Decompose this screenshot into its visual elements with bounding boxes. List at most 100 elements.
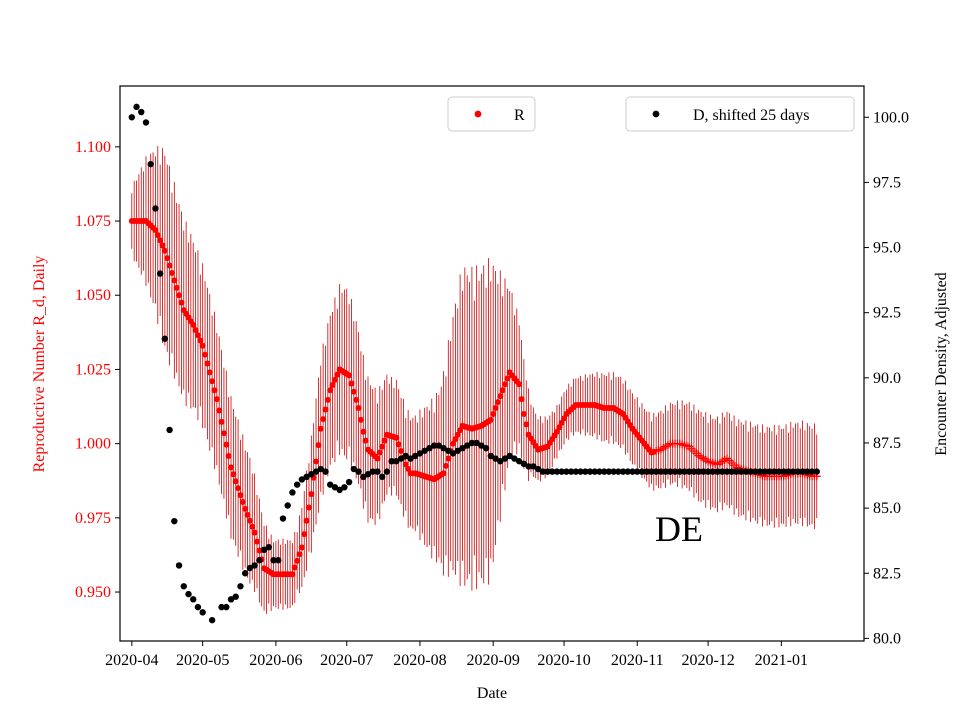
- r-point: [192, 327, 199, 334]
- r-point: [171, 277, 178, 284]
- r-point: [442, 462, 449, 469]
- r-point: [322, 406, 329, 413]
- d-point: [237, 583, 244, 590]
- legend-r-label: R: [514, 107, 525, 124]
- d-point: [515, 458, 523, 465]
- r-point: [518, 396, 525, 403]
- d-point: [251, 562, 258, 569]
- d-point: [322, 468, 329, 475]
- r-point: [395, 441, 402, 448]
- r-point: [350, 388, 357, 395]
- d-point: [430, 442, 438, 449]
- d-point: [478, 442, 485, 449]
- d-point: [789, 468, 797, 475]
- d-point: [208, 616, 216, 624]
- r-point: [157, 237, 164, 244]
- legend-r-marker: [474, 110, 482, 118]
- d-point: [393, 458, 400, 465]
- d-point: [260, 546, 268, 554]
- x-tick-label: 2020-12: [681, 652, 734, 669]
- d-point: [723, 468, 731, 475]
- y-right-tick-label: 92.5: [873, 305, 901, 322]
- d-point: [501, 455, 509, 462]
- y-right-tick-label: 95.0: [873, 240, 901, 257]
- x-tick-label: 2020-07: [320, 652, 373, 669]
- d-point: [175, 562, 183, 569]
- d-point: [766, 468, 773, 475]
- d-point: [180, 583, 187, 590]
- r-point: [497, 393, 504, 400]
- d-point: [194, 603, 202, 611]
- y-left-tick-label: 0.950: [75, 584, 111, 601]
- d-point: [747, 468, 754, 475]
- d-point: [775, 468, 783, 475]
- d-point: [619, 468, 627, 475]
- d-point: [341, 484, 348, 491]
- r-point: [331, 376, 338, 383]
- d-point: [667, 468, 674, 475]
- r-point: [296, 551, 303, 558]
- r-point: [362, 437, 369, 444]
- r-point: [494, 399, 501, 406]
- d-point: [275, 557, 282, 564]
- d-point: [468, 439, 476, 447]
- d-point: [364, 471, 372, 478]
- y-right-tick-label: 100.0: [873, 109, 909, 126]
- r-point: [176, 292, 183, 299]
- r-point: [313, 458, 320, 465]
- d-point: [808, 468, 816, 475]
- d-point: [223, 603, 230, 611]
- x-tick-label: 2020-10: [537, 652, 590, 669]
- legend-d: D, shifted 25 days: [625, 96, 855, 132]
- d-point: [563, 468, 570, 475]
- d-point: [256, 557, 263, 564]
- d-point: [582, 468, 589, 475]
- r-point: [360, 428, 367, 435]
- d-point: [241, 570, 249, 577]
- r-point: [190, 321, 197, 328]
- r-point: [228, 464, 235, 471]
- y-right-tick-label: 82.5: [873, 565, 901, 582]
- r-point: [315, 442, 322, 449]
- r-point: [209, 378, 216, 385]
- r-point: [211, 387, 218, 394]
- r-point: [218, 418, 225, 425]
- d-point: [374, 468, 381, 475]
- d-point: [719, 468, 726, 475]
- r-point: [501, 381, 508, 388]
- r-point: [152, 226, 159, 233]
- d-point: [440, 444, 447, 452]
- d-point: [643, 468, 650, 475]
- r-point: [558, 419, 565, 426]
- plot-frame: [119, 85, 865, 642]
- r-point: [305, 504, 312, 511]
- d-point: [700, 468, 707, 475]
- d-point: [794, 468, 802, 475]
- r-point: [334, 371, 341, 378]
- d-point: [771, 468, 778, 475]
- legend-d-label: D, shifted 25 days: [693, 107, 809, 124]
- r-point: [194, 332, 201, 339]
- r-point: [199, 342, 206, 349]
- d-point: [317, 465, 324, 473]
- r-point: [324, 396, 331, 403]
- r-point: [225, 453, 232, 459]
- d-point: [728, 468, 735, 475]
- r-point: [164, 255, 171, 262]
- r-point: [357, 416, 364, 423]
- d-point: [185, 590, 192, 598]
- r-point: [298, 544, 305, 551]
- r-point: [440, 470, 447, 477]
- r-point: [320, 416, 327, 423]
- d-point: [752, 468, 759, 475]
- d-point: [152, 205, 159, 212]
- country-annotation: DE: [655, 509, 703, 549]
- d-point: [530, 463, 537, 470]
- r-point: [253, 538, 260, 545]
- d-point: [600, 468, 608, 475]
- r-point: [402, 461, 409, 468]
- d-point: [435, 442, 443, 449]
- legend-d-marker: [652, 110, 660, 118]
- d-point: [279, 515, 287, 522]
